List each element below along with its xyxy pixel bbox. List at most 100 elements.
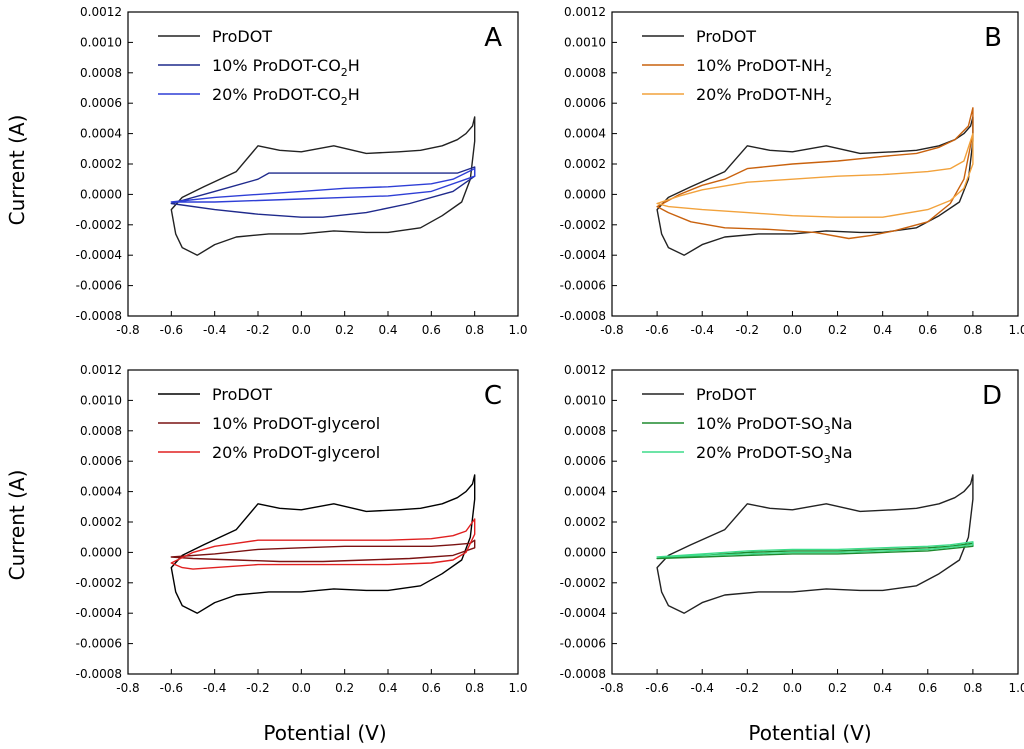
x-tick-label: -0.2 [736,323,759,337]
legend-label-tail: Na [831,443,853,462]
x-tick-label: -0.2 [736,681,759,695]
x-tick-label: -0.6 [645,681,668,695]
legend-label: 20% ProDOT-SO3Na [696,443,853,466]
legend-label: ProDOT [696,385,756,404]
legend-label-main: 10% ProDOT-CO [212,56,341,75]
y-tick-label: 0.0006 [564,454,606,468]
y-tick-label: 0.0006 [80,454,122,468]
y-tick-label: 0.0008 [80,66,122,80]
x-tick-label: -0.6 [160,323,183,337]
y-tick-label: -0.0004 [560,606,606,620]
y-tick-label: 0.0002 [80,157,122,171]
y-tick-label: 0.0008 [80,424,122,438]
y-tick-label: 0.0000 [80,545,122,559]
x-tick-label: -0.4 [691,323,714,337]
x-tick-label: 0.4 [873,323,892,337]
series-line-1 [656,474,974,614]
y-tick-label: 0.0004 [80,127,122,141]
y-axis-title-bottom: Current (A) [5,470,29,581]
legend-label-subscript: 2 [341,66,348,79]
y-tick-label: -0.0002 [76,218,122,232]
legend-label: 10% ProDOT-NH2 [696,56,832,79]
legend-label-tail: H [348,56,360,75]
y-tick-label: 0.0012 [564,363,606,377]
series-line-3 [170,167,476,203]
x-tick-label: -0.2 [246,681,269,695]
legend-label-main: 20% ProDOT-CO [212,85,341,104]
y-tick-label: 0.0002 [564,157,606,171]
y-tick-label: -0.0008 [560,309,606,323]
x-tick-label: 0.2 [335,681,354,695]
x-tick-label: -0.4 [203,681,226,695]
legend-label: 20% ProDOT-NH2 [696,85,832,108]
legend-label: 20% ProDOT-CO2H [212,85,360,108]
legend-label: ProDOT [212,385,272,404]
y-tick-label: -0.0008 [560,667,606,681]
legend-label: 10% ProDOT-CO2H [212,56,360,79]
series-line-1 [170,116,476,256]
legend-label-main: 20% ProDOT-glycerol [212,443,380,462]
panel-label: B [984,23,1002,53]
x-tick-label: -0.6 [160,681,183,695]
x-tick-label: -0.6 [645,323,668,337]
legend-label: ProDOT [696,27,756,46]
legend-label-subscript: 3 [824,453,831,466]
y-tick-label: -0.0006 [560,279,606,293]
legend-label-main: 10% ProDOT-glycerol [212,414,380,433]
y-tick-label: -0.0006 [76,637,122,651]
y-tick-label: 0.0008 [564,66,606,80]
legend-label-subscript: 3 [824,424,831,437]
x-tick-label: 0.2 [828,323,847,337]
series-line-3 [656,541,974,558]
x-tick-label: 0.6 [918,681,937,695]
x-axis-title-right: Potential (V) [748,721,871,745]
y-tick-label: -0.0004 [76,248,122,262]
series-line-2 [170,166,476,218]
x-axis-title-left: Potential (V) [263,721,386,745]
y-tick-label: 0.0010 [564,393,606,407]
y-tick-label: -0.0006 [76,279,122,293]
x-tick-label: 0.0 [292,323,311,337]
chart-panels: -0.8 -0.6 -0.4 -0.2 0.0 0.2 0.4 0.6 0.8 1.0 -0.000… [76,5,1024,695]
legend-label: 10% ProDOT-SO3Na [696,414,853,437]
y-tick-label: 0.0004 [80,485,122,499]
y-tick-label: 0.0000 [564,187,606,201]
y-tick-label: 0.0002 [80,515,122,529]
y-tick-label: 0.0010 [80,393,122,407]
y-tick-label: 0.0010 [564,35,606,49]
x-tick-label: -0.4 [691,681,714,695]
y-tick-label: 0.0012 [80,363,122,377]
y-tick-label: 0.0000 [564,545,606,559]
legend-label: 10% ProDOT-glycerol [212,414,380,433]
x-tick-label: -0.8 [116,681,139,695]
series-line-1 [170,474,476,614]
x-tick-label: 1.0 [508,681,527,695]
y-tick-label: -0.0008 [76,309,122,323]
legend-label-main: ProDOT [696,385,756,404]
series-line-1 [656,116,974,256]
x-tick-label: 0.6 [422,681,441,695]
x-tick-label: 1.0 [1008,323,1024,337]
chart-panel-d: -0.8 -0.6 -0.4 -0.2 0.0 0.2 0.4 0.6 0.8 1.0 -0.000… [560,363,1024,695]
y-tick-label: -0.0002 [560,576,606,590]
legend-label-subscript: 2 [341,95,348,108]
panel-label: A [484,23,502,53]
legend-label-main: 20% ProDOT-NH [696,85,825,104]
legend-label-subscript: 2 [825,95,832,108]
y-tick-label: -0.0006 [560,637,606,651]
x-tick-label: -0.4 [203,323,226,337]
y-tick-label: 0.0010 [80,35,122,49]
x-tick-label: -0.8 [600,323,623,337]
y-tick-label: -0.0004 [76,606,122,620]
y-tick-label: 0.0006 [80,96,122,110]
y-tick-label: 0.0004 [564,127,606,141]
chart-panel-a: -0.8 -0.6 -0.4 -0.2 0.0 0.2 0.4 0.6 0.8 1.0 -0.000… [76,5,528,337]
legend-label: ProDOT [212,27,272,46]
y-tick-label: 0.0008 [564,424,606,438]
y-tick-label: -0.0002 [560,218,606,232]
legend-label-subscript: 2 [825,66,832,79]
legend-label-main: 10% ProDOT-SO [696,414,824,433]
y-tick-label: 0.0002 [564,515,606,529]
series-line-2 [656,542,974,560]
panel-label: D [982,381,1002,411]
